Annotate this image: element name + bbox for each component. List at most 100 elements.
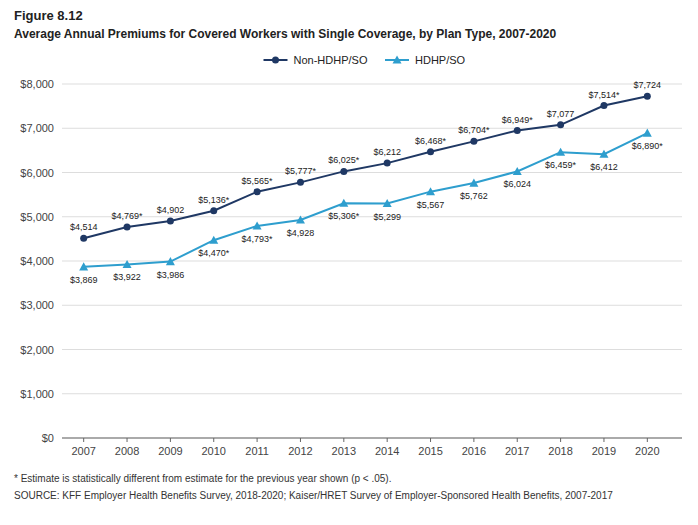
point-marker <box>557 121 564 128</box>
data-label: $3,869 <box>70 275 98 285</box>
series-line <box>84 96 648 238</box>
data-label: $4,793* <box>242 234 274 244</box>
point-marker <box>340 168 347 175</box>
data-label: $4,514 <box>70 222 98 232</box>
point-marker <box>383 199 392 207</box>
x-tick-label: 2014 <box>375 445 399 457</box>
point-marker <box>469 179 478 187</box>
point-marker <box>384 160 391 167</box>
x-tick-label: 2019 <box>592 445 616 457</box>
data-label: $4,928 <box>287 228 315 238</box>
data-label: $5,567 <box>417 200 445 210</box>
data-label: $4,769* <box>112 211 144 221</box>
y-tick-label: $8,000 <box>20 78 54 90</box>
x-tick-label: 2016 <box>462 445 486 457</box>
data-label: $7,514* <box>588 90 620 100</box>
data-label: $5,565* <box>242 176 274 186</box>
x-tick <box>257 438 258 442</box>
x-tick-label: 2020 <box>635 445 659 457</box>
data-label: $6,025* <box>328 155 360 165</box>
series-line <box>84 133 648 267</box>
x-tick-label: 2009 <box>158 445 182 457</box>
grid-line <box>62 438 682 439</box>
point-marker <box>254 188 261 195</box>
x-tick <box>343 438 344 442</box>
data-label: $6,459* <box>545 160 577 170</box>
point-marker <box>166 257 175 265</box>
y-tick-label: $0 <box>42 432 54 444</box>
x-tick-label: 2010 <box>202 445 226 457</box>
x-tick-label: 2018 <box>548 445 572 457</box>
point-marker <box>253 221 262 229</box>
point-marker <box>297 179 304 186</box>
y-tick-label: $7,000 <box>20 122 54 134</box>
x-tick <box>83 438 84 442</box>
point-marker <box>124 223 131 230</box>
y-tick-label: $2,000 <box>20 344 54 356</box>
x-tick <box>603 438 604 442</box>
footnote: * Estimate is statistically different fr… <box>14 473 391 484</box>
x-tick <box>127 438 128 442</box>
point-marker <box>643 129 652 137</box>
point-marker <box>513 167 522 175</box>
x-tick-label: 2012 <box>288 445 312 457</box>
grid-line <box>62 393 682 394</box>
point-marker <box>123 260 132 268</box>
data-label: $4,902 <box>157 205 185 215</box>
data-label: $6,468* <box>415 136 447 146</box>
grid-line <box>62 305 682 306</box>
y-tick-label: $4,000 <box>20 255 54 267</box>
point-marker <box>79 262 88 270</box>
data-label: $5,299 <box>373 212 401 222</box>
data-labels: $4,514 $4,769* $4,902 $5,136* $5,565* $5,777*… <box>70 80 663 285</box>
grid-line <box>62 349 682 350</box>
x-tick <box>647 438 648 442</box>
x-tick-label: 2017 <box>505 445 529 457</box>
y-tick-label: $5,000 <box>20 211 54 223</box>
x-tick <box>300 438 301 442</box>
grid-line <box>62 128 682 129</box>
point-marker <box>556 148 565 156</box>
point-marker <box>644 93 651 100</box>
x-tick <box>560 438 561 442</box>
data-label: $7,724 <box>634 80 662 90</box>
x-tick-label: 2015 <box>418 445 442 457</box>
data-label: $6,024 <box>503 179 531 189</box>
data-label: $5,762 <box>460 191 488 201</box>
x-tick <box>430 438 431 442</box>
y-tick-label: $6,000 <box>20 167 54 179</box>
footnote: SOURCE: KFF Employer Health Benefits Sur… <box>14 490 613 501</box>
grid-line <box>62 172 682 173</box>
point-marker <box>80 235 87 242</box>
legend-label: Non-HDHP/SO <box>294 54 368 66</box>
point-marker <box>209 236 218 244</box>
x-tick-label: 2011 <box>245 445 269 457</box>
legend-marker <box>272 57 279 64</box>
data-label: $5,136* <box>198 195 230 205</box>
legend: Non-HDHP/SOHDHP/SO <box>264 54 466 66</box>
grid-line <box>62 216 682 217</box>
point-marker <box>427 148 434 155</box>
point-marker <box>470 138 477 145</box>
point-marker <box>514 127 521 134</box>
point-marker <box>167 218 174 225</box>
chart-container: Figure 8.12Average Annual Premiums for C… <box>0 0 698 525</box>
grid-line <box>62 261 682 262</box>
data-label: $6,212 <box>373 147 401 157</box>
grid <box>62 84 682 438</box>
x-tick-label: 2008 <box>115 445 139 457</box>
grid-line <box>62 84 682 85</box>
y-tick-label: $3,000 <box>20 299 54 311</box>
point-marker <box>339 199 348 207</box>
chart-svg: Figure 8.12Average Annual Premiums for C… <box>0 0 698 525</box>
point-marker <box>600 102 607 109</box>
y-tick-label: $1,000 <box>20 388 54 400</box>
point-marker <box>599 150 608 158</box>
x-tick-label: 2007 <box>71 445 95 457</box>
point-marker <box>210 207 217 214</box>
x-tick-label: 2013 <box>332 445 356 457</box>
data-label: $3,922 <box>113 272 141 282</box>
data-label: $3,986 <box>157 270 185 280</box>
legend-marker <box>393 56 402 64</box>
data-label: $5,777* <box>285 166 317 176</box>
